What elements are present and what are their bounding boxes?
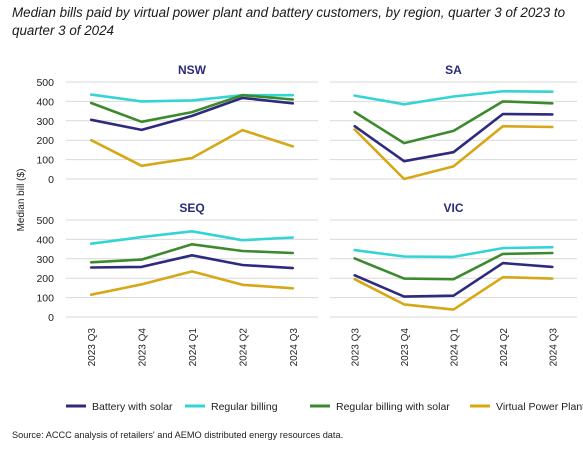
x-tick-label: 2024 Q1 [188, 328, 199, 367]
chart-title: Median bills paid by virtual power plant… [12, 5, 566, 38]
series-line-battery-with-solar [89, 96, 295, 132]
panel-title: VIC [443, 201, 463, 215]
y-tick-label: 100 [36, 293, 54, 305]
x-tick-label: 2023 Q4 [400, 328, 411, 367]
y-tick-label: 300 [36, 254, 54, 266]
panel-title: SA [445, 63, 462, 77]
legend-label: Regular billing with solar [336, 401, 450, 413]
series-line-regular-billing [89, 93, 295, 103]
series-line-virtual-power-plant [89, 270, 295, 297]
panel-title: SEQ [179, 201, 204, 215]
y-tick-label: 0 [48, 312, 54, 324]
x-tick-label: 2023 Q4 [138, 328, 149, 367]
x-tick-label: 2024 Q3 [548, 328, 559, 367]
x-tick-label: 2024 Q3 [289, 328, 300, 367]
y-tick-label: 200 [36, 135, 54, 147]
series-line-regular-billing [353, 245, 554, 259]
x-tick-label: 2024 Q1 [450, 328, 461, 367]
source-note: Source: ACCC analysis of retailers' and … [12, 430, 344, 440]
y-tick-label: 500 [36, 77, 54, 89]
y-tick-label: 400 [36, 96, 54, 108]
series-line-battery-with-solar [353, 112, 554, 163]
series-line-regular-billing [353, 90, 554, 106]
series-line-battery-with-solar [89, 254, 295, 270]
series-line-battery-with-solar [353, 261, 554, 298]
legend-label: Battery with solar [92, 401, 173, 413]
x-tick-label: 2024 Q2 [238, 328, 249, 367]
series-line-virtual-power-plant [89, 128, 295, 168]
series-line-virtual-power-plant [353, 275, 554, 311]
y-tick-label: 0 [48, 174, 54, 186]
y-tick-label: 100 [36, 155, 54, 167]
y-tick-label: 200 [36, 273, 54, 285]
series-line-regular-billing-with-solar [89, 243, 295, 264]
x-tick-label: 2023 Q3 [87, 328, 98, 367]
y-axis-label: Median bill ($) [16, 169, 27, 232]
x-tick-label: 2024 Q2 [499, 328, 510, 367]
series-line-virtual-power-plant [353, 124, 554, 181]
x-tick-label: 2023 Q3 [351, 328, 362, 367]
series-line-regular-billing [89, 230, 295, 245]
legend-label: Virtual Power Plant [496, 401, 583, 413]
legend-label: Regular billing [211, 401, 278, 413]
series-line-regular-billing-with-solar [353, 251, 554, 281]
panel-title: NSW [178, 63, 207, 77]
y-tick-label: 500 [36, 215, 54, 227]
series-line-regular-billing-with-solar [353, 100, 554, 145]
series-line-regular-billing-with-solar [89, 93, 295, 124]
y-tick-label: 400 [36, 234, 54, 246]
y-tick-label: 300 [36, 116, 54, 128]
